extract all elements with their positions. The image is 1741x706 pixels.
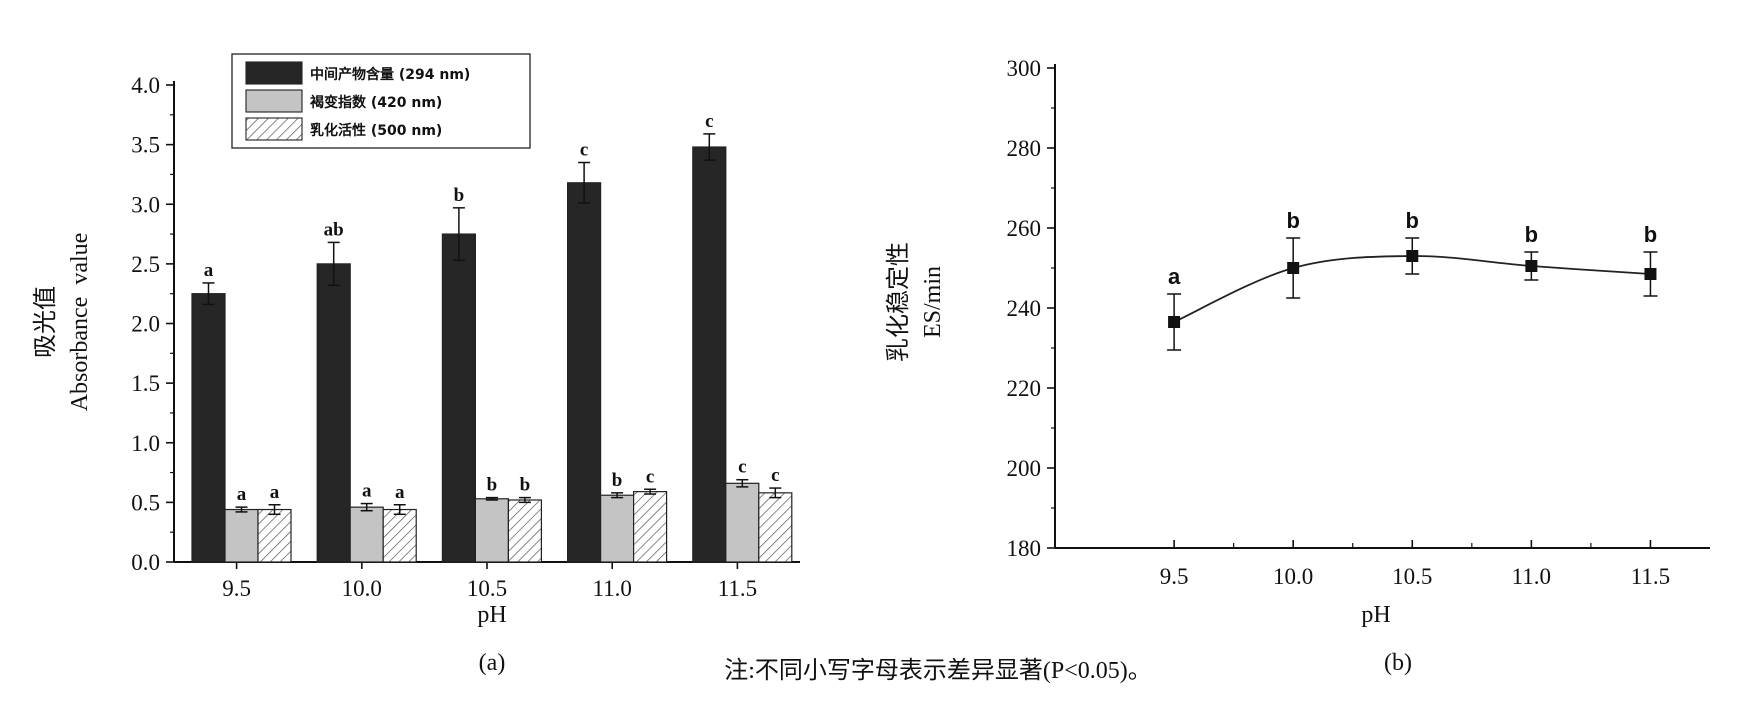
panel-b-ylabel-cn: 乳化稳定性	[885, 242, 912, 362]
panel-b-sig-label: b	[1525, 222, 1538, 247]
panel-a-sig-label: a	[362, 481, 372, 502]
panel-a-ytick-label: 2.5	[131, 252, 160, 277]
panel-b-sig-label: b	[1286, 208, 1299, 233]
panel-a-bar	[566, 182, 602, 563]
panel-a-xlabel: pH	[477, 602, 506, 628]
panel-b-xtick-label: 10.0	[1273, 564, 1313, 589]
panel-b-ytick-label: 220	[1007, 376, 1042, 401]
panel-a-sig-label: a	[395, 482, 405, 503]
panel-a-bar	[599, 494, 635, 563]
panel-a-legend-swatch	[245, 117, 303, 141]
panel-a-xtick-label: 9.5	[222, 576, 251, 601]
panel-a-bar	[382, 508, 417, 563]
panel-a-bar	[349, 506, 384, 563]
panel-a-ylabel-cn: 吸光值	[32, 286, 59, 358]
panel-b-ylabel-en: ES/min	[920, 266, 946, 338]
panel-a-bar	[507, 499, 542, 563]
panel-b-line-chart: 乳化稳定性 ES/min pH (b) 180 200 220 240 260 280 30…	[885, 56, 1710, 676]
panel-a-legend-label: 中间产物含量 (294 nm)	[310, 66, 470, 83]
panel-a-ytick-label: 4.0	[131, 73, 160, 98]
panel-b-xtick-label: 11.0	[1512, 564, 1551, 589]
panel-a-bar	[474, 498, 509, 563]
panel-a-ytick-label: 1.0	[131, 431, 160, 456]
panel-a-ytick-label: 0.5	[131, 490, 160, 515]
panel-a-ytick-label: 2.0	[131, 312, 160, 337]
panel-a-label: (a)	[479, 650, 506, 676]
panel-b-point	[1406, 250, 1419, 262]
panel-a-bar-chart: 吸光值 Absorbance value pH (a) 0.0 0.5 1.0 1.5…	[32, 53, 800, 676]
panel-a-ytick-label: 3.5	[131, 133, 160, 158]
panel-a-legend-label: 乳化活性 (500 nm)	[310, 122, 442, 139]
panel-a-bar	[316, 263, 351, 563]
panel-a-sig-label: b	[454, 185, 465, 206]
panel-b-ytick-label: 240	[1007, 296, 1042, 321]
figure-note: 注:不同小写字母表示差异显著(P<0.05)。	[724, 657, 1152, 684]
panel-a-ytick-label: 3.0	[131, 192, 160, 217]
panel-b-xtick-label: 11.5	[1631, 564, 1670, 589]
panel-a-sig-label: b	[612, 470, 623, 491]
panel-b-sig-label: a	[1168, 264, 1181, 289]
panel-b-point	[1525, 260, 1538, 272]
panel-a-legend-swatch	[245, 61, 303, 85]
panel-b-ytick-label: 180	[1007, 536, 1042, 561]
panel-b-ytick-label: 280	[1007, 136, 1042, 161]
panel-b-xtick-label: 10.5	[1392, 564, 1432, 589]
panel-b-point	[1168, 316, 1181, 328]
panel-a-sig-label: c	[738, 457, 746, 478]
panel-a-bar	[224, 508, 259, 563]
panel-a-ytick-label: 1.5	[131, 371, 160, 396]
panel-b-label: (b)	[1384, 650, 1412, 676]
panel-b-ytick-label: 200	[1007, 456, 1042, 481]
panel-b-xtick-label: 9.5	[1160, 564, 1189, 589]
panel-a-sig-label: c	[580, 140, 588, 161]
panel-a-ytick-label: 0.0	[131, 550, 160, 575]
panel-a-bar	[632, 491, 668, 563]
panel-a-ylabel-en: Absorbance value	[67, 233, 93, 412]
panel-a-sig-label: ab	[324, 219, 344, 240]
panel-b-ytick-label: 300	[1007, 56, 1042, 81]
panel-b-sig-label: b	[1644, 222, 1657, 247]
panel-a-legend-swatch	[245, 89, 303, 113]
panel-a-sig-label: c	[771, 465, 779, 486]
panel-a-xtick-label: 11.0	[592, 576, 631, 601]
panel-a-sig-label: c	[705, 111, 713, 132]
panel-b-ytick-label: 260	[1007, 216, 1042, 241]
panel-b-point	[1644, 268, 1657, 280]
panel-a-bar	[725, 482, 760, 563]
panel-b-xlabel: pH	[1361, 602, 1390, 628]
panel-a-bar	[257, 508, 292, 563]
panel-b-point	[1287, 262, 1300, 274]
panel-a-xtick-label: 11.5	[718, 576, 757, 601]
panel-a-xtick-label: 10.0	[342, 576, 382, 601]
panel-a-bar	[758, 492, 793, 563]
panel-a-sig-label: a	[237, 484, 247, 505]
panel-b-sig-label: b	[1406, 208, 1419, 233]
panel-a-xtick-label: 10.5	[467, 576, 507, 601]
panel-a-legend-label: 褐变指数 (420 nm)	[309, 94, 442, 111]
panel-a-sig-label: b	[520, 475, 531, 496]
panel-a-bar	[692, 146, 727, 563]
panel-a-bar	[191, 293, 226, 563]
panel-a-sig-label: a	[270, 482, 280, 503]
panel-a-sig-label: c	[646, 466, 654, 487]
panel-a-bar	[441, 233, 476, 563]
panel-a-sig-label: b	[487, 475, 498, 496]
panel-a-sig-label: a	[204, 260, 214, 281]
